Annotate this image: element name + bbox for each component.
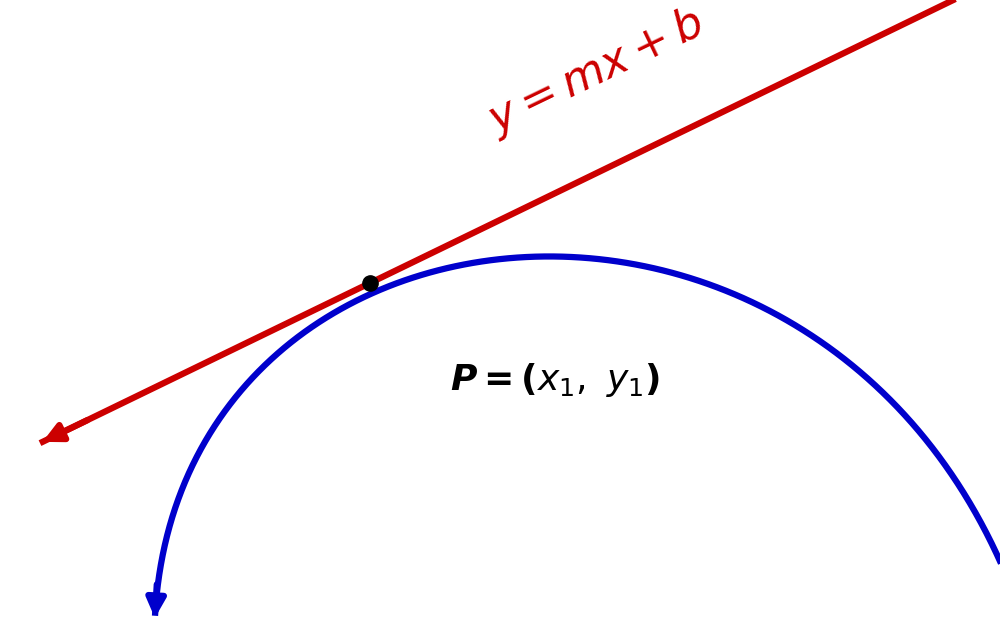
Text: $\boldsymbol{P = (x_1,\ y_1)}$: $\boldsymbol{P = (x_1,\ y_1)}$ [450,361,660,399]
Text: $\mathit{y = mx + b}$: $\mathit{y = mx + b}$ [479,0,711,144]
